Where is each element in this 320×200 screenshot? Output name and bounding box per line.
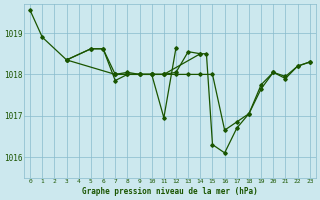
X-axis label: Graphe pression niveau de la mer (hPa): Graphe pression niveau de la mer (hPa) <box>82 187 258 196</box>
